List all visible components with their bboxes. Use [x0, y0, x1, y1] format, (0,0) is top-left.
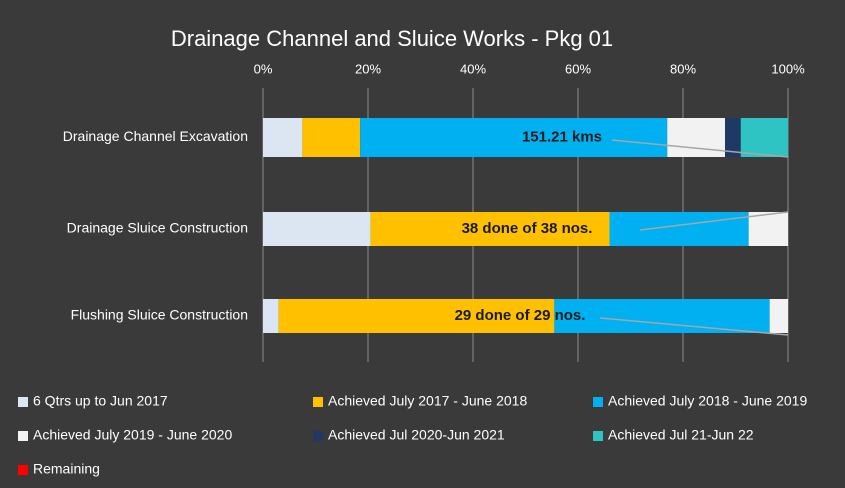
bar-segment: [740, 118, 788, 157]
legend-label: Achieved Jul 21-Jun 22: [608, 427, 754, 443]
leader-line: [599, 317, 789, 336]
bar-segment: [360, 118, 668, 157]
legend-swatch: [313, 431, 323, 441]
legend-swatch: [593, 431, 603, 441]
legend-swatch: [18, 397, 28, 407]
x-tick-label: 40%: [460, 61, 486, 76]
bar-segment: [302, 118, 361, 157]
bar-segment: [667, 118, 725, 157]
x-tick-label: 0%: [254, 61, 273, 76]
bar-segment: [609, 212, 749, 246]
legend-label: 6 Qtrs up to Jun 2017: [33, 393, 168, 409]
leader-line: [639, 211, 789, 231]
legend-label: Achieved July 2017 - June 2018: [328, 393, 527, 409]
legend-label: Achieved July 2018 - June 2019: [608, 393, 807, 409]
bar-segment: [263, 118, 303, 157]
legend-swatch: [593, 397, 603, 407]
annotation: 151.21 kms: [522, 128, 602, 145]
chart-title: Drainage Channel and Sluice Works - Pkg …: [171, 26, 613, 51]
category-label: Flushing Sluice Construction: [71, 307, 248, 323]
bar-segment: [278, 299, 555, 333]
x-tick-label: 80%: [670, 61, 696, 76]
x-tick-label: 60%: [565, 61, 591, 76]
bar-segment: [554, 299, 770, 333]
bar-segment: [370, 212, 610, 246]
category-label: Drainage Channel Excavation: [63, 128, 248, 144]
bar-segment: [263, 212, 371, 246]
category-label: Drainage Sluice Construction: [67, 220, 248, 236]
bar-segment: [263, 299, 279, 333]
bar-segment: [748, 212, 788, 246]
legend-label: Remaining: [33, 461, 100, 477]
x-tick-label: 100%: [771, 61, 805, 76]
leader-line: [611, 139, 789, 158]
legend-swatch: [18, 465, 28, 475]
legend-label: Achieved July 2019 - June 2020: [33, 427, 232, 443]
annotation: 29 done of 29 nos.: [455, 307, 586, 324]
legend-label: Achieved Jul 2020-Jun 2021: [328, 427, 505, 443]
annotation: 38 done of 38 nos.: [462, 220, 593, 237]
bar-segment: [725, 118, 741, 157]
legend-swatch: [313, 397, 323, 407]
x-tick-label: 20%: [355, 61, 381, 76]
legend-swatch: [18, 431, 28, 441]
bar-segment: [769, 299, 788, 333]
